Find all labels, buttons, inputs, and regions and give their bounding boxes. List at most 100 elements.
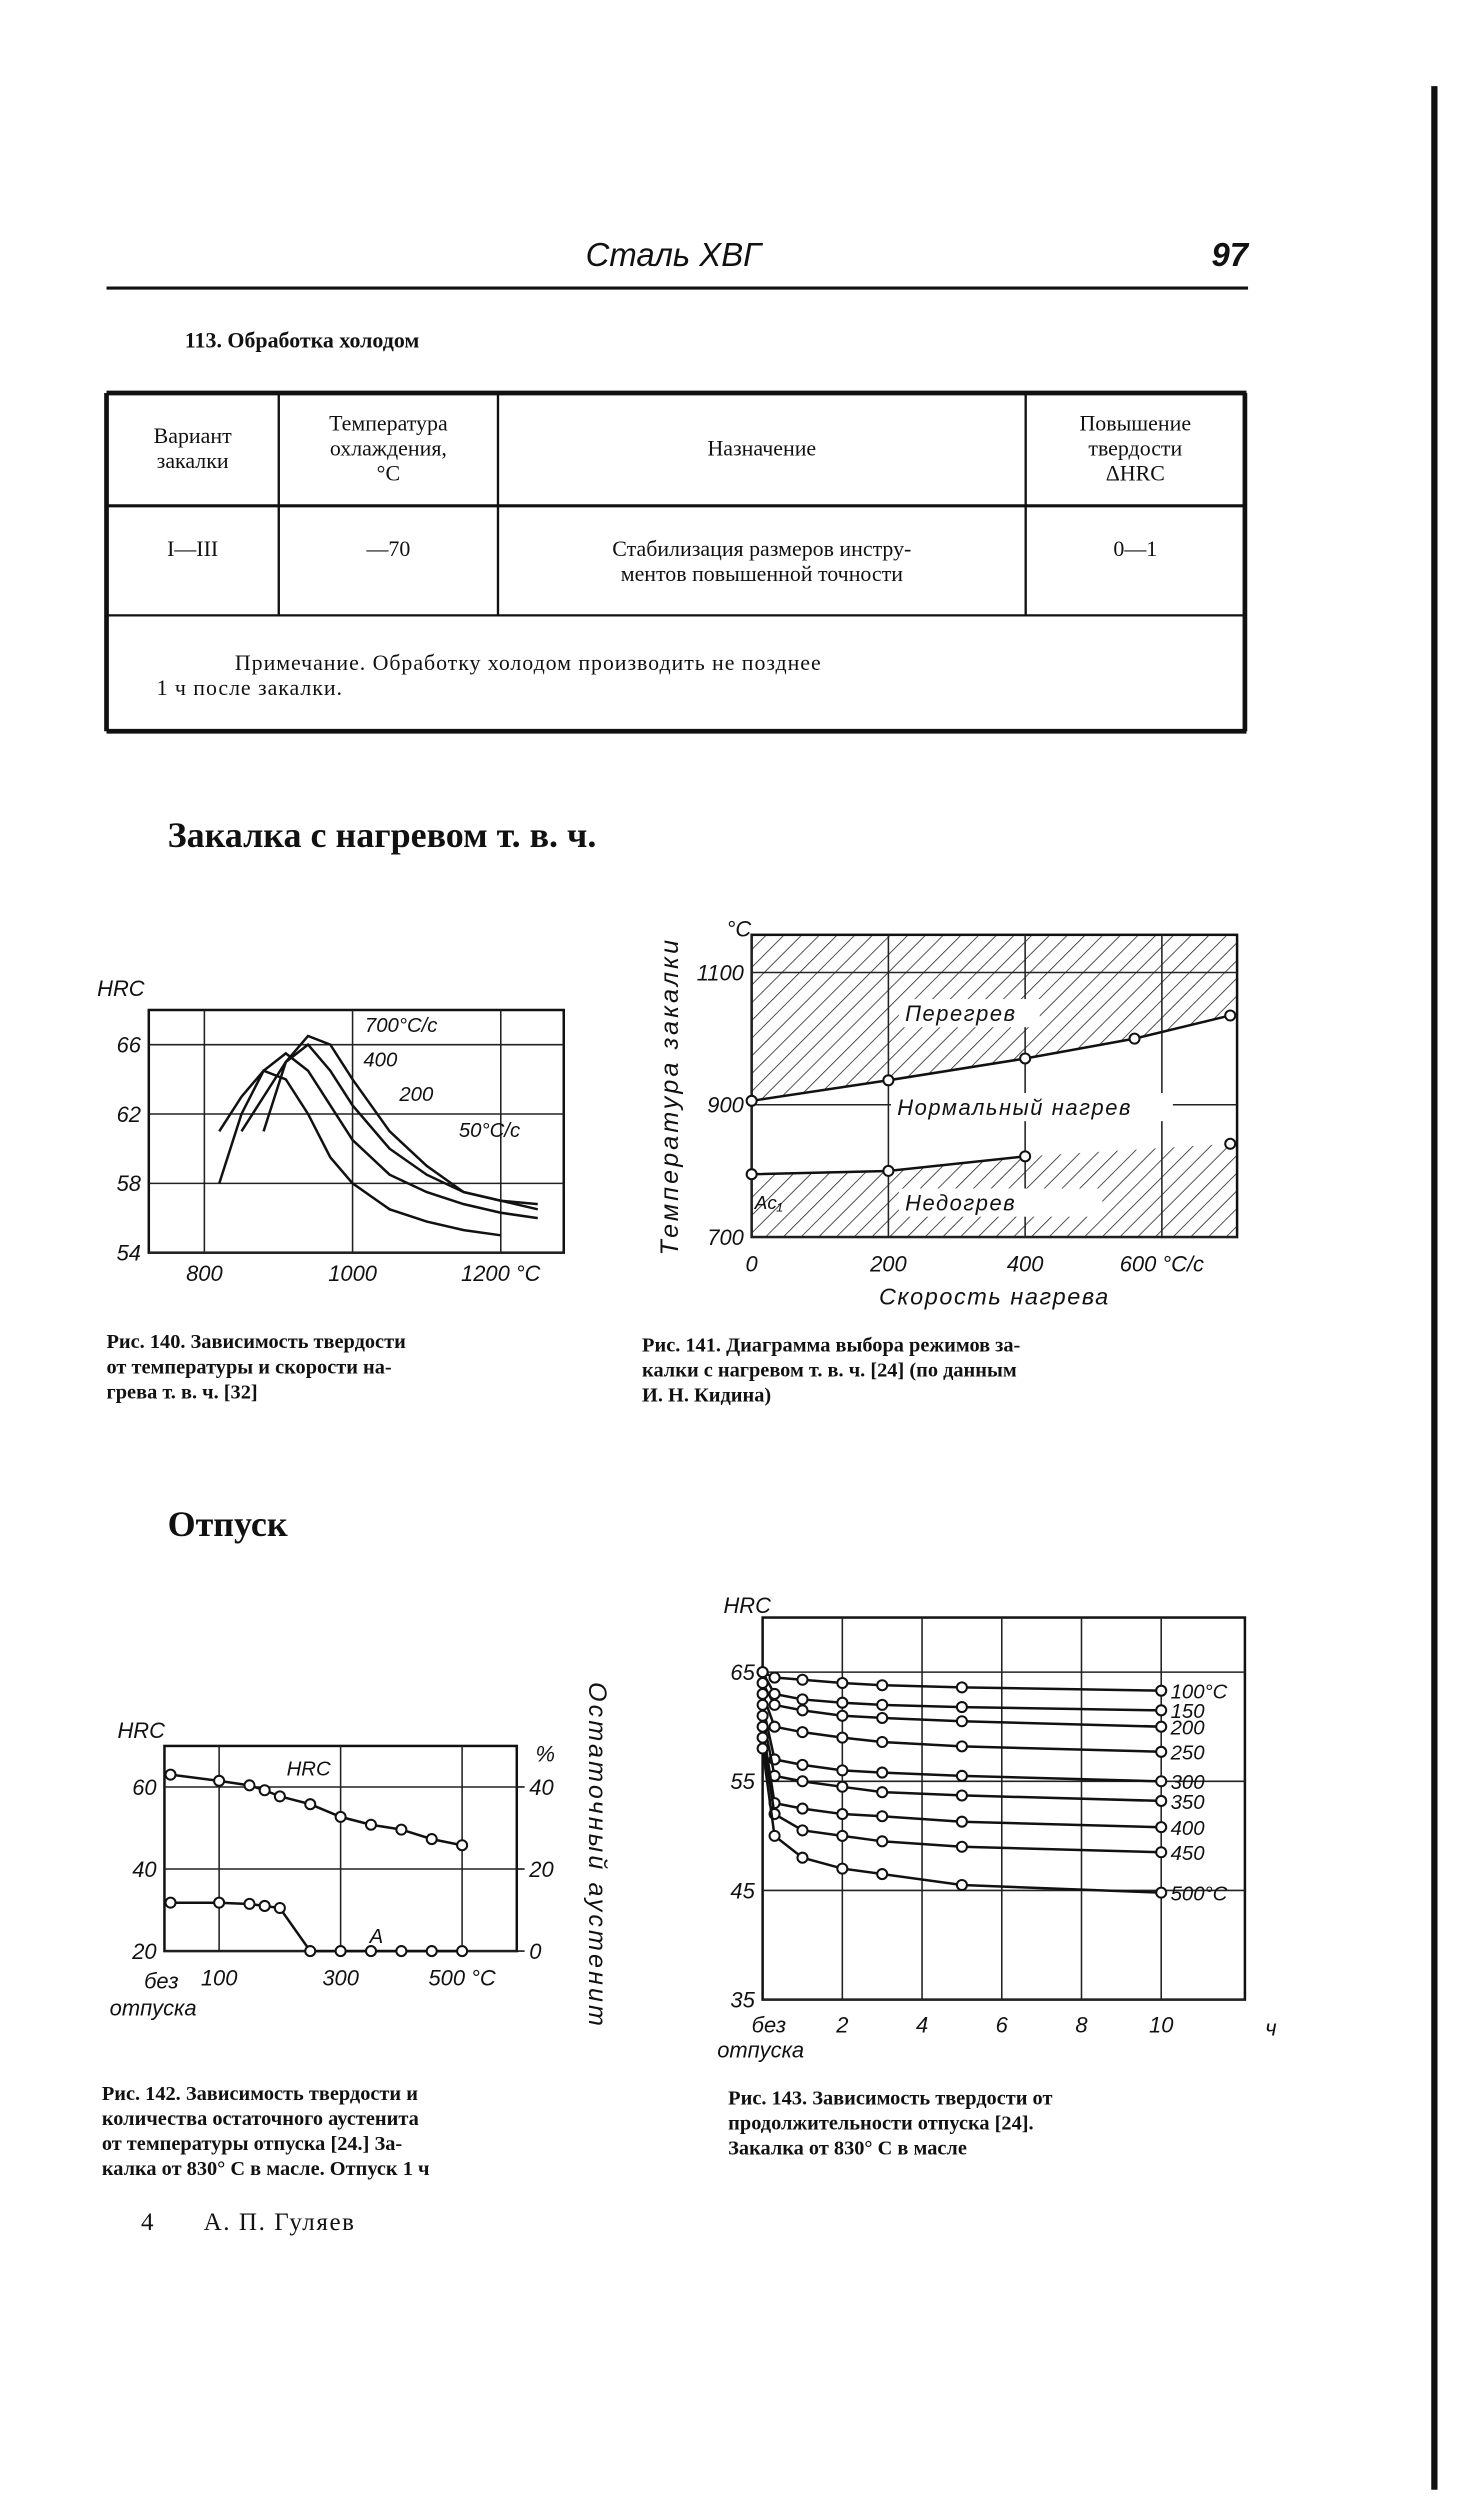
figure-caption: калки с нагревом т. в. ч. [24] (по данны… — [642, 1359, 1017, 1381]
data-point — [876, 1835, 889, 1848]
data-point — [1019, 1052, 1032, 1065]
y2title: Остаточный аустенит — [583, 1682, 611, 2029]
x-origin-label: отпуска — [717, 2038, 804, 2063]
series-label: 50°C/с — [459, 1120, 520, 1142]
series-line — [218, 1069, 501, 1237]
footer-number: 4 — [141, 2209, 154, 2236]
data-point — [243, 1779, 256, 1792]
figure-caption: Рис. 141. Диаграмма выбора режимов за- — [642, 1334, 1020, 1356]
x-tick-label: 4 — [916, 2013, 928, 2038]
data-point — [745, 1168, 758, 1181]
data-point — [1155, 1846, 1168, 1859]
data-point — [876, 1868, 889, 1881]
data-point — [955, 1740, 968, 1753]
x-origin-label: без — [144, 1969, 178, 1994]
data-point — [1155, 1745, 1168, 1758]
x-tick-label: 800 — [186, 1261, 223, 1286]
data-point — [796, 1704, 809, 1717]
x-tick-label: 2 — [835, 2013, 848, 2038]
data-point — [164, 1768, 177, 1781]
x-origin-label: отпуска — [110, 1995, 197, 2020]
table-header: твердости — [1088, 436, 1182, 461]
y2-tick-label: 20 — [528, 1857, 553, 1882]
data-point — [836, 1764, 849, 1777]
table-cell: —70 — [365, 536, 410, 561]
data-point — [364, 1945, 378, 1958]
data-point — [796, 1758, 809, 1771]
series-label: HRC — [287, 1759, 331, 1781]
y-tick-label: 20 — [131, 1939, 156, 1964]
x-tick-label: 600 °C/с — [1120, 1251, 1204, 1276]
x-tick-label: 400 — [1007, 1251, 1044, 1276]
data-point — [745, 1094, 758, 1107]
data-point — [836, 1808, 849, 1821]
data-point — [1019, 1150, 1032, 1163]
table-cell: I—III — [167, 536, 218, 561]
y-tick-label: 55 — [730, 1769, 755, 1794]
x-tick-label: 0 — [746, 1251, 758, 1276]
figure-caption: грева т. в. ч. [32] — [107, 1381, 258, 1403]
region-label-bg — [891, 1092, 1173, 1122]
data-point — [796, 1673, 809, 1686]
data-point — [955, 1681, 968, 1694]
data-point — [1128, 1032, 1141, 1045]
x-tick-label: 500 °C — [428, 1966, 495, 1991]
figure-caption: Рис. 140. Зависимость твердости — [107, 1331, 407, 1353]
data-point — [836, 1677, 849, 1690]
series-label: 150 — [1171, 1701, 1206, 1723]
figure-caption: от температуры и скорости на- — [107, 1356, 392, 1378]
x-tick-label: 1000 — [328, 1261, 377, 1286]
series-label: 200 — [1170, 1718, 1206, 1740]
data-point — [768, 1829, 781, 1842]
y-tick-label: 1100 — [697, 960, 744, 985]
data-point — [836, 1780, 849, 1793]
y-tick-label: 65 — [730, 1660, 755, 1685]
data-point — [273, 1790, 286, 1803]
series-label: 400 — [1171, 1818, 1206, 1840]
data-point — [955, 1715, 968, 1728]
data-point — [768, 1698, 781, 1711]
y2-tick-label: 40 — [529, 1775, 553, 1800]
data-point — [876, 1786, 889, 1799]
section-heading: Закалка с нагревом т. в. ч. — [168, 815, 597, 855]
series-label: 350 — [1171, 1792, 1206, 1814]
table-cell: Стабилизация размеров инстру- — [612, 536, 911, 561]
y-tick-label: 700 — [707, 1225, 744, 1250]
y-tick-label: 35 — [730, 1987, 755, 2012]
data-point — [756, 1698, 769, 1711]
data-point — [756, 1709, 769, 1722]
data-point — [836, 1862, 849, 1875]
page-number: 97 — [1211, 236, 1249, 273]
data-point — [955, 1840, 968, 1853]
x-tick-label: 6 — [996, 2013, 1009, 2038]
data-point — [955, 1878, 968, 1892]
data-point — [164, 1896, 177, 1909]
table-grid — [104, 390, 1248, 734]
y2label: % — [536, 1742, 555, 1767]
data-point — [425, 1945, 438, 1958]
data-point — [756, 1666, 769, 1679]
data-point — [456, 1945, 469, 1958]
data-point — [1155, 1821, 1168, 1834]
figure-caption: Закалка от 830° С в масле — [728, 2138, 967, 2160]
data-point — [456, 1839, 469, 1852]
table-header: Температура — [329, 411, 448, 436]
data-point — [756, 1677, 769, 1690]
data-point — [796, 1775, 809, 1788]
data-point — [768, 1720, 781, 1733]
data-point — [1155, 1794, 1168, 1807]
data-point — [796, 1693, 809, 1706]
data-point — [796, 1726, 809, 1739]
table-caption: 113. Обработка холодом — [185, 328, 420, 353]
region-label: Перегрев — [905, 1001, 1017, 1026]
y-tick-label: 45 — [730, 1878, 755, 1903]
figure-caption: количества остаточного аустенита — [102, 2108, 419, 2130]
y-tick-label: 62 — [117, 1102, 141, 1127]
x-tick-label: 200 — [869, 1251, 907, 1276]
series-line — [240, 1042, 538, 1206]
data-point — [258, 1784, 271, 1797]
data-point — [796, 1824, 809, 1837]
region-label: Нормальный нагрев — [897, 1095, 1132, 1120]
